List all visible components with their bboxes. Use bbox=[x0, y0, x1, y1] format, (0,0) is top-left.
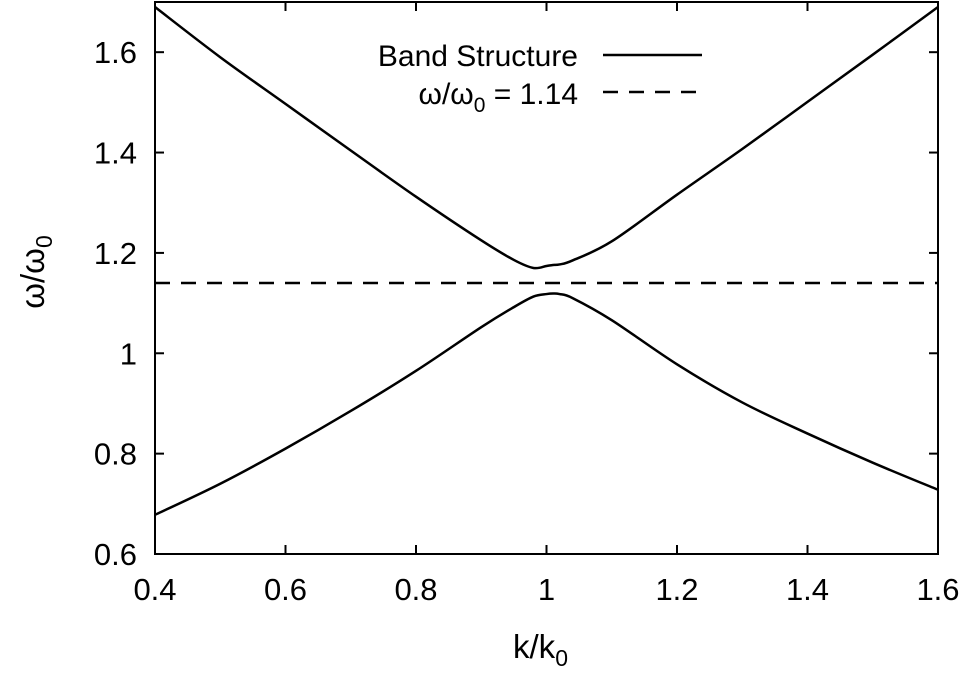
y-tick-label: 0.6 bbox=[94, 537, 137, 572]
x-tick-label: 1.2 bbox=[655, 572, 698, 607]
y-tick-label: 0.8 bbox=[94, 437, 137, 472]
legend-label-frequency-base: ω/ω bbox=[419, 78, 474, 111]
y-tick-label: 1.6 bbox=[94, 35, 137, 70]
x-axis-label-sub: 0 bbox=[555, 645, 568, 671]
x-axis-label-base: k/k bbox=[513, 628, 556, 665]
y-axis-label-base: ω/ω bbox=[14, 248, 51, 309]
y-tick-label: 1.2 bbox=[94, 236, 137, 271]
legend: Band Structure ω/ω0 = 1.14 bbox=[378, 40, 702, 117]
tick-labels: 0.4 0.6 0.8 1 1.2 1.4 1.60.60.811.21.41.6 bbox=[94, 35, 960, 607]
y-axis-label: ω/ω0 bbox=[14, 235, 57, 309]
y-tick-label: 1 bbox=[120, 336, 137, 371]
x-tick-label: 0.4 bbox=[133, 572, 176, 607]
x-tick-label: 1 bbox=[538, 572, 555, 607]
legend-label-frequency-suffix: = 1.14 bbox=[485, 78, 578, 111]
x-axis-label: k/k0 bbox=[513, 628, 568, 671]
x-tick-label: 1.6 bbox=[916, 572, 959, 607]
band-structure-lower-line bbox=[154, 292, 939, 516]
legend-label-frequency-line: ω/ω0 = 1.14 bbox=[419, 78, 578, 117]
legend-label-frequency-sub: 0 bbox=[474, 94, 486, 117]
series-group bbox=[154, 6, 939, 516]
x-tick-label: 1.4 bbox=[786, 572, 829, 607]
plot-frame bbox=[154, 1, 939, 555]
y-tick-label: 1.4 bbox=[94, 136, 137, 171]
band-structure-upper-line bbox=[154, 6, 939, 270]
legend-label-band-structure: Band Structure bbox=[378, 40, 578, 73]
x-tick-label: 0.8 bbox=[394, 572, 437, 607]
y-axis-label-sub: 0 bbox=[31, 235, 57, 248]
x-tick-label: 0.6 bbox=[264, 572, 307, 607]
